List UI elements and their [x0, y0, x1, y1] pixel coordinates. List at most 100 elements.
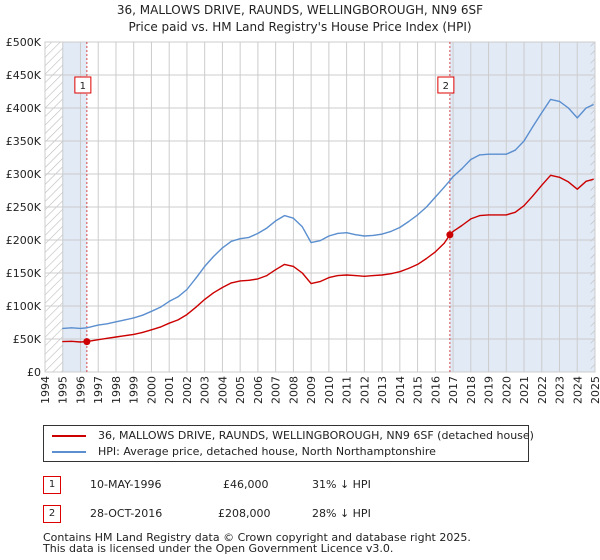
sale-point — [83, 338, 91, 346]
x-tick-label: 2000 — [145, 376, 158, 404]
x-tick-label: 2010 — [323, 376, 336, 404]
x-tick-label: 2014 — [394, 376, 407, 404]
sale-marker-label: 1 — [80, 81, 86, 92]
hpi-data-point — [449, 180, 451, 182]
hpi-data-point — [592, 104, 594, 106]
sale-price: £46,000 — [223, 478, 269, 491]
hpi-data-point — [62, 327, 64, 330]
hpi-data-point — [354, 234, 357, 236]
property-data-point — [470, 218, 472, 220]
y-tick-label: £500K — [6, 36, 42, 49]
hpi-data-point — [399, 226, 401, 229]
property-data-point — [390, 273, 392, 275]
sale-badge: 1 — [43, 476, 61, 494]
sale-date: 28-OCT-2016 — [90, 507, 163, 520]
property-data-point — [124, 335, 126, 337]
y-tick-label: £200K — [6, 234, 42, 247]
hpi-data-point — [461, 168, 463, 170]
property-data-point — [257, 278, 259, 280]
hpi-data-point — [186, 288, 188, 291]
property-data-point — [204, 298, 206, 300]
hpi-data-point — [523, 140, 525, 142]
hpi-data-point — [301, 226, 303, 228]
property-data-point — [239, 280, 241, 282]
legend: 36, MALLOWS DRIVE, RAUNDS, WELLINGBOROUG… — [43, 425, 534, 462]
y-tick-label: £0 — [27, 366, 41, 379]
property-data-point — [150, 329, 153, 331]
property-data-point — [443, 242, 445, 244]
property-data-point — [159, 326, 161, 328]
sale-price: £208,000 — [218, 507, 271, 520]
x-tick-label: 2022 — [536, 376, 549, 404]
hpi-line — [62, 98, 594, 330]
hpi-data-point — [239, 238, 241, 240]
hpi-data-point — [558, 100, 561, 102]
y-tick-label: £50K — [13, 333, 42, 346]
plot-border — [44, 41, 596, 373]
x-tick-label: 2003 — [199, 376, 212, 404]
hpi-data-point — [576, 117, 578, 119]
hpi-data-point — [212, 255, 215, 258]
property-data-point — [301, 272, 303, 274]
hpi-data-point — [550, 98, 552, 101]
sale-point — [446, 231, 454, 239]
property-data-point — [79, 341, 82, 343]
property-data-point — [71, 340, 73, 342]
sale-delta: 31% ↓ HPI — [312, 478, 371, 491]
sale-delta: 28% ↓ HPI — [312, 507, 371, 520]
hpi-data-point — [266, 227, 268, 229]
chart-subtitle: Price paid vs. HM Land Registry's House … — [128, 20, 472, 34]
hpi-data-point — [86, 327, 88, 329]
hpi-data-point — [346, 232, 348, 234]
hpi-data-point — [505, 153, 507, 155]
property-data-point — [523, 205, 525, 207]
hpi-data-point — [133, 317, 135, 319]
x-tick-label: 2004 — [216, 376, 229, 404]
legend-item-property: 36, MALLOWS DRIVE, RAUNDS, WELLINGBOROUG… — [52, 428, 534, 444]
hpi-data-point — [168, 300, 170, 302]
hpi-data-point — [204, 265, 206, 267]
x-tick-label: 2023 — [554, 376, 567, 404]
hpi-data-point — [452, 176, 454, 178]
hpi-data-point — [248, 236, 250, 238]
property-data-point — [266, 275, 268, 277]
hpi-data-point — [487, 153, 490, 155]
x-tick-label: 2012 — [358, 376, 371, 404]
sale-date: 10-MAY-1996 — [90, 478, 162, 491]
footer-copyright: Contains HM Land Registry data © Crown c… — [43, 531, 471, 544]
hpi-data-point — [97, 324, 99, 326]
x-tick-label: 2006 — [252, 376, 265, 404]
x-tick-label: 2020 — [500, 376, 513, 404]
property-price-line — [62, 174, 594, 343]
sale-badge: 2 — [43, 505, 61, 523]
hpi-data-point — [541, 112, 543, 114]
sale-marker-label: 2 — [443, 81, 449, 92]
property-data-point — [283, 263, 286, 266]
x-tick-label: 2001 — [163, 376, 176, 404]
property-data-point — [106, 337, 108, 339]
footer-license: This data is licensed under the Open Gov… — [43, 542, 394, 555]
x-tick-label: 2024 — [571, 376, 584, 404]
hpi-data-point — [283, 214, 286, 217]
property-data-point — [452, 230, 454, 233]
hpi-data-point — [363, 235, 365, 237]
hpi-data-point — [275, 220, 277, 222]
y-tick-label: £350K — [6, 135, 42, 148]
x-tick-label: 1999 — [128, 376, 141, 404]
hpi-data-point — [141, 314, 144, 316]
x-tick-label: 1994 — [39, 376, 52, 404]
hpi-data-point — [532, 125, 534, 128]
sale-marker-box — [437, 76, 455, 94]
property-data-point — [221, 286, 224, 289]
property-data-point — [346, 274, 348, 276]
x-tick-label: 2017 — [447, 376, 460, 404]
property-data-point — [141, 331, 144, 333]
chart-title: 36, MALLOWS DRIVE, RAUNDS, WELLINGBOROUG… — [116, 3, 484, 17]
property-data-point — [310, 282, 312, 285]
x-tick-label: 2018 — [465, 376, 478, 404]
hpi-data-point — [425, 206, 428, 208]
hpi-data-point — [328, 235, 330, 237]
property-data-point — [372, 275, 374, 277]
x-tick-label: 2009 — [305, 376, 318, 404]
hpi-data-point — [177, 296, 179, 298]
